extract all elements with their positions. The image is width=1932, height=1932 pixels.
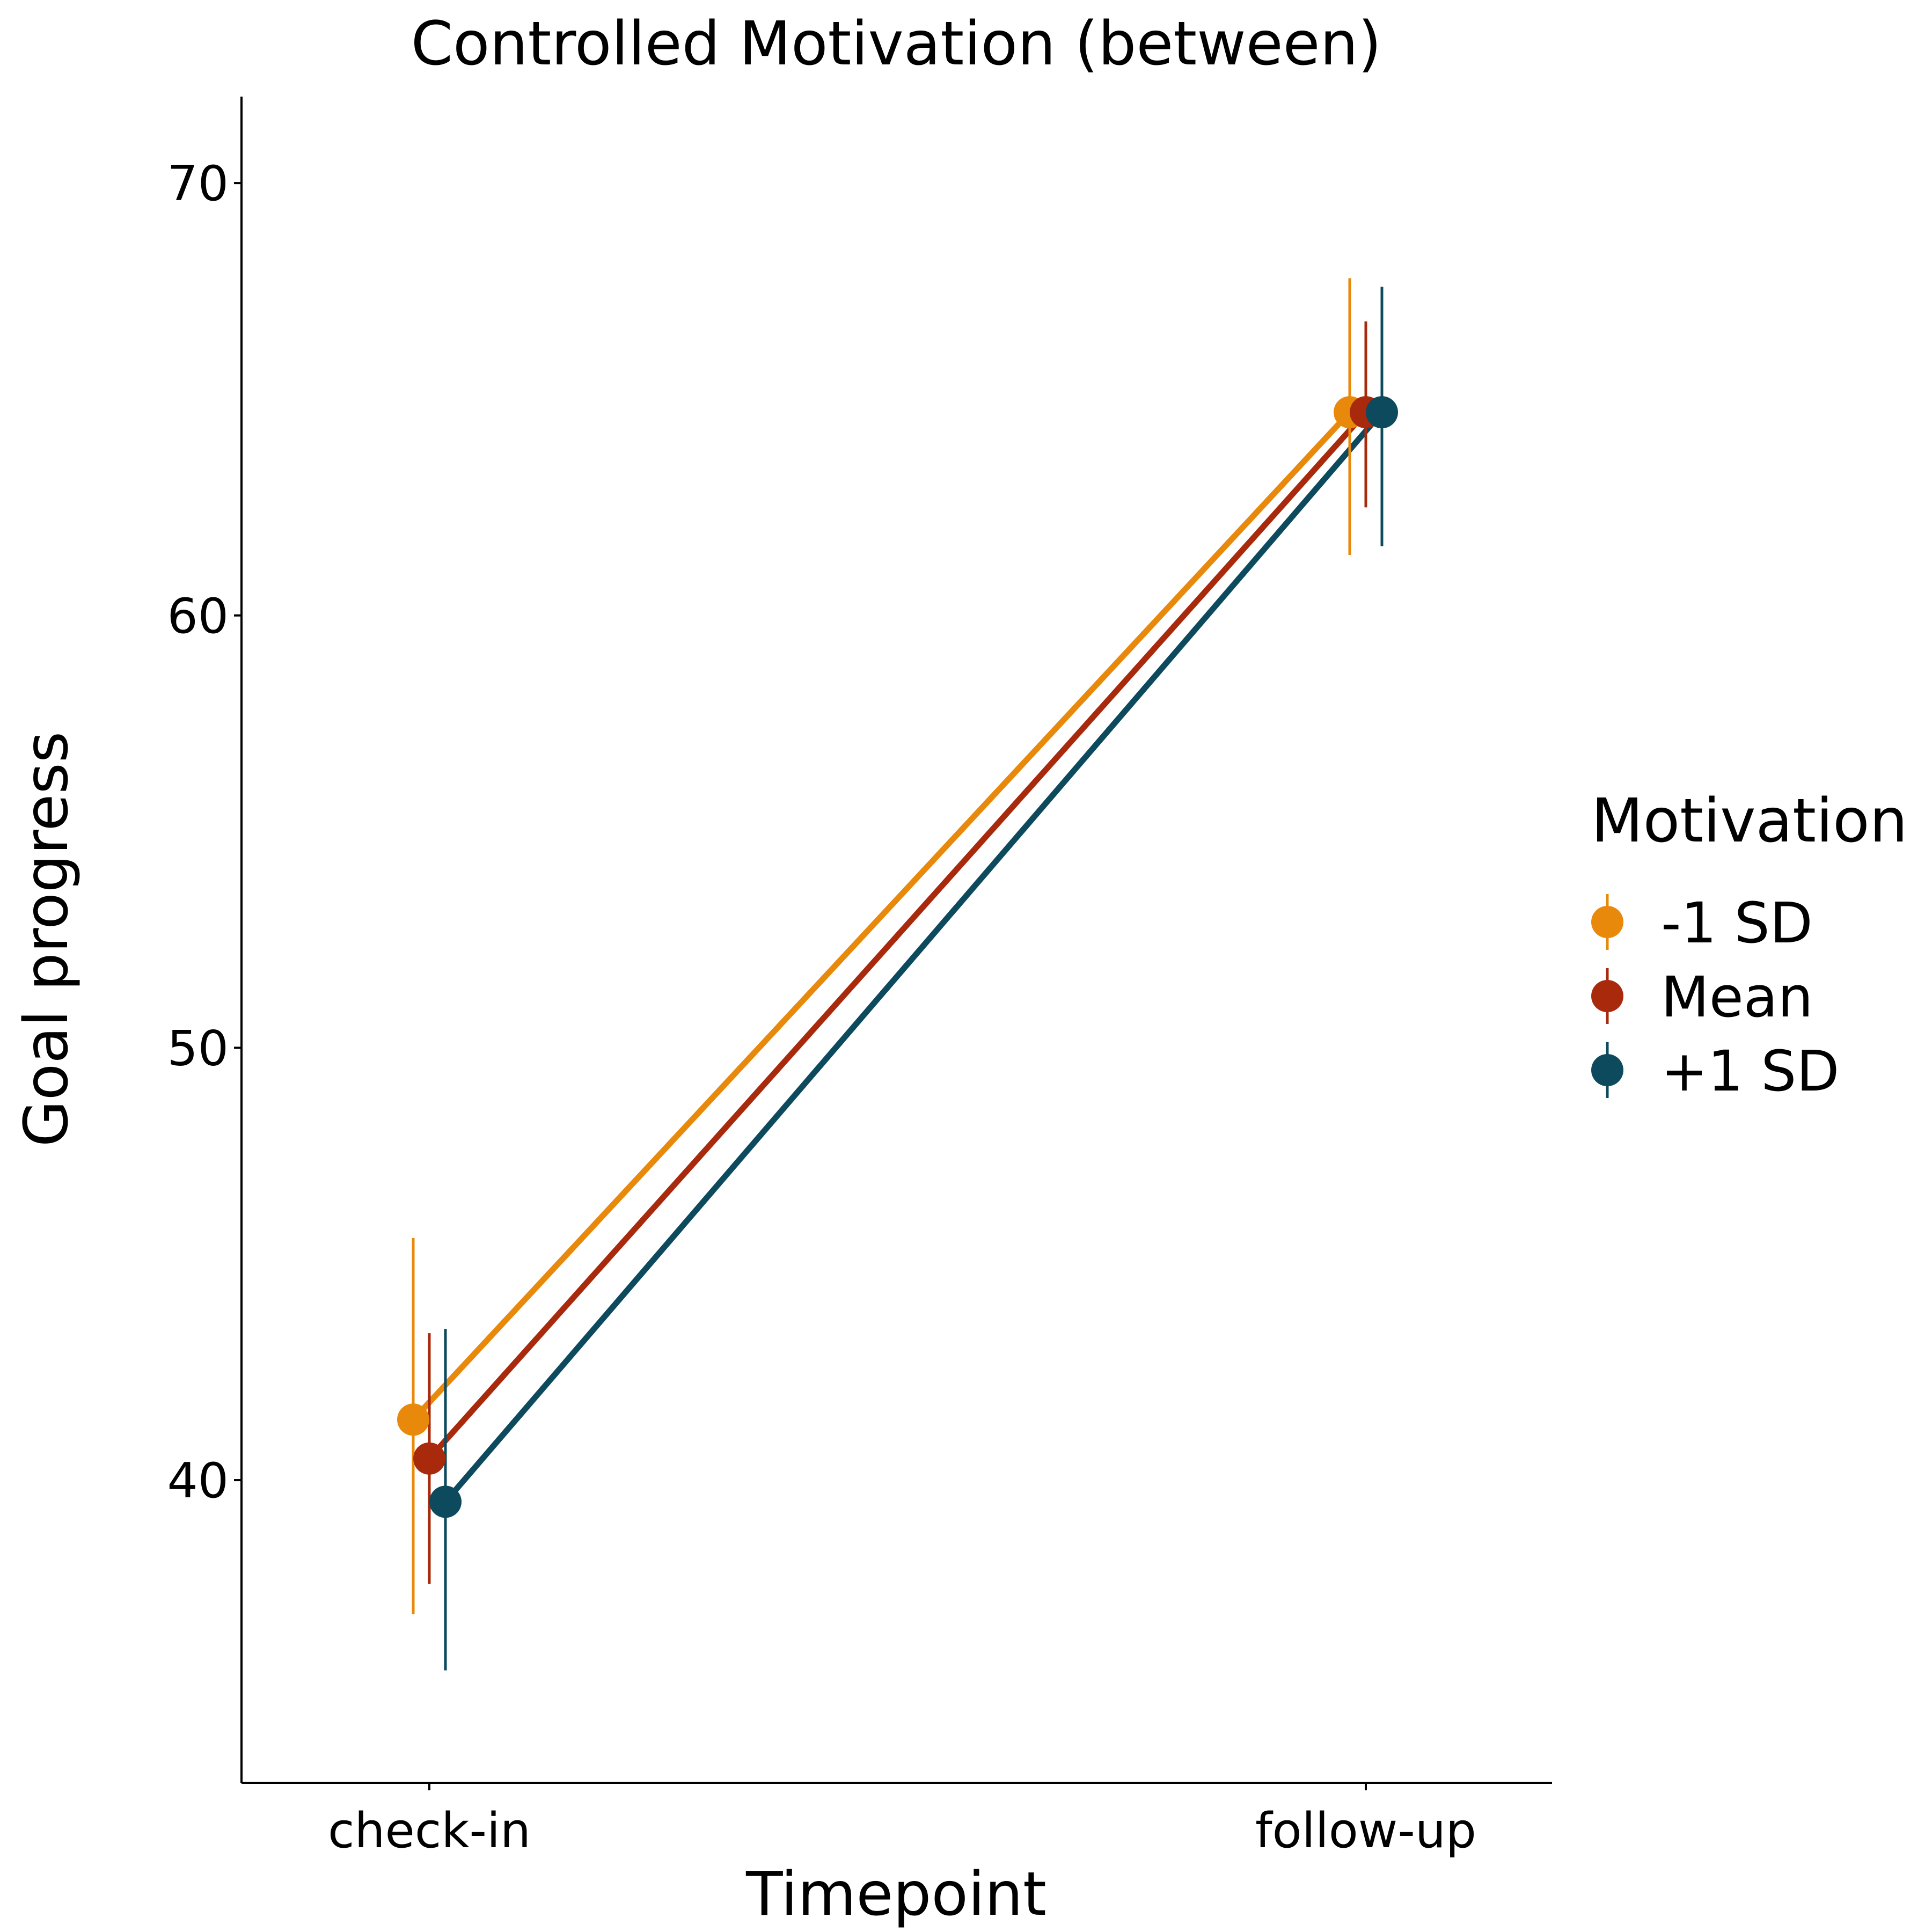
data-point [429,1485,462,1518]
plot-area [397,278,1398,1671]
data-point [413,1442,445,1475]
y-tick-label: 70 [167,156,229,212]
x-axis-ticks: check-in follow-up [328,1783,1476,1859]
legend-item-label: Mean [1661,964,1813,1030]
x-tick-label: check-in [328,1803,531,1859]
y-axis-ticks: 40 50 60 70 [167,156,241,1509]
y-tick-label: 60 [167,588,229,645]
legend-item-label: -1 SD [1661,890,1813,956]
y-tick-label: 40 [167,1453,229,1509]
legend-key-point [1591,980,1623,1012]
x-axis-title: Timepoint [745,1860,1046,1929]
x-tick-label: follow-up [1255,1803,1476,1859]
chart-title: Controlled Motivation (between) [411,9,1382,79]
y-axis-title: Goal progress [12,731,82,1147]
data-point [1366,396,1398,429]
series-line [426,409,1369,1462]
data-point [397,1403,429,1436]
legend-items: -1 SD Mean +1 SD [1591,890,1839,1104]
y-tick-label: 50 [167,1020,229,1077]
legend-item-label: +1 SD [1661,1038,1839,1104]
legend-key-point [1591,1054,1623,1086]
series-line [442,409,1385,1505]
legend: Motivation -1 SD Mean +1 SD [1591,786,1908,1104]
legend-key-point [1591,906,1623,938]
series-line [410,409,1353,1423]
legend-title: Motivation [1591,786,1908,856]
